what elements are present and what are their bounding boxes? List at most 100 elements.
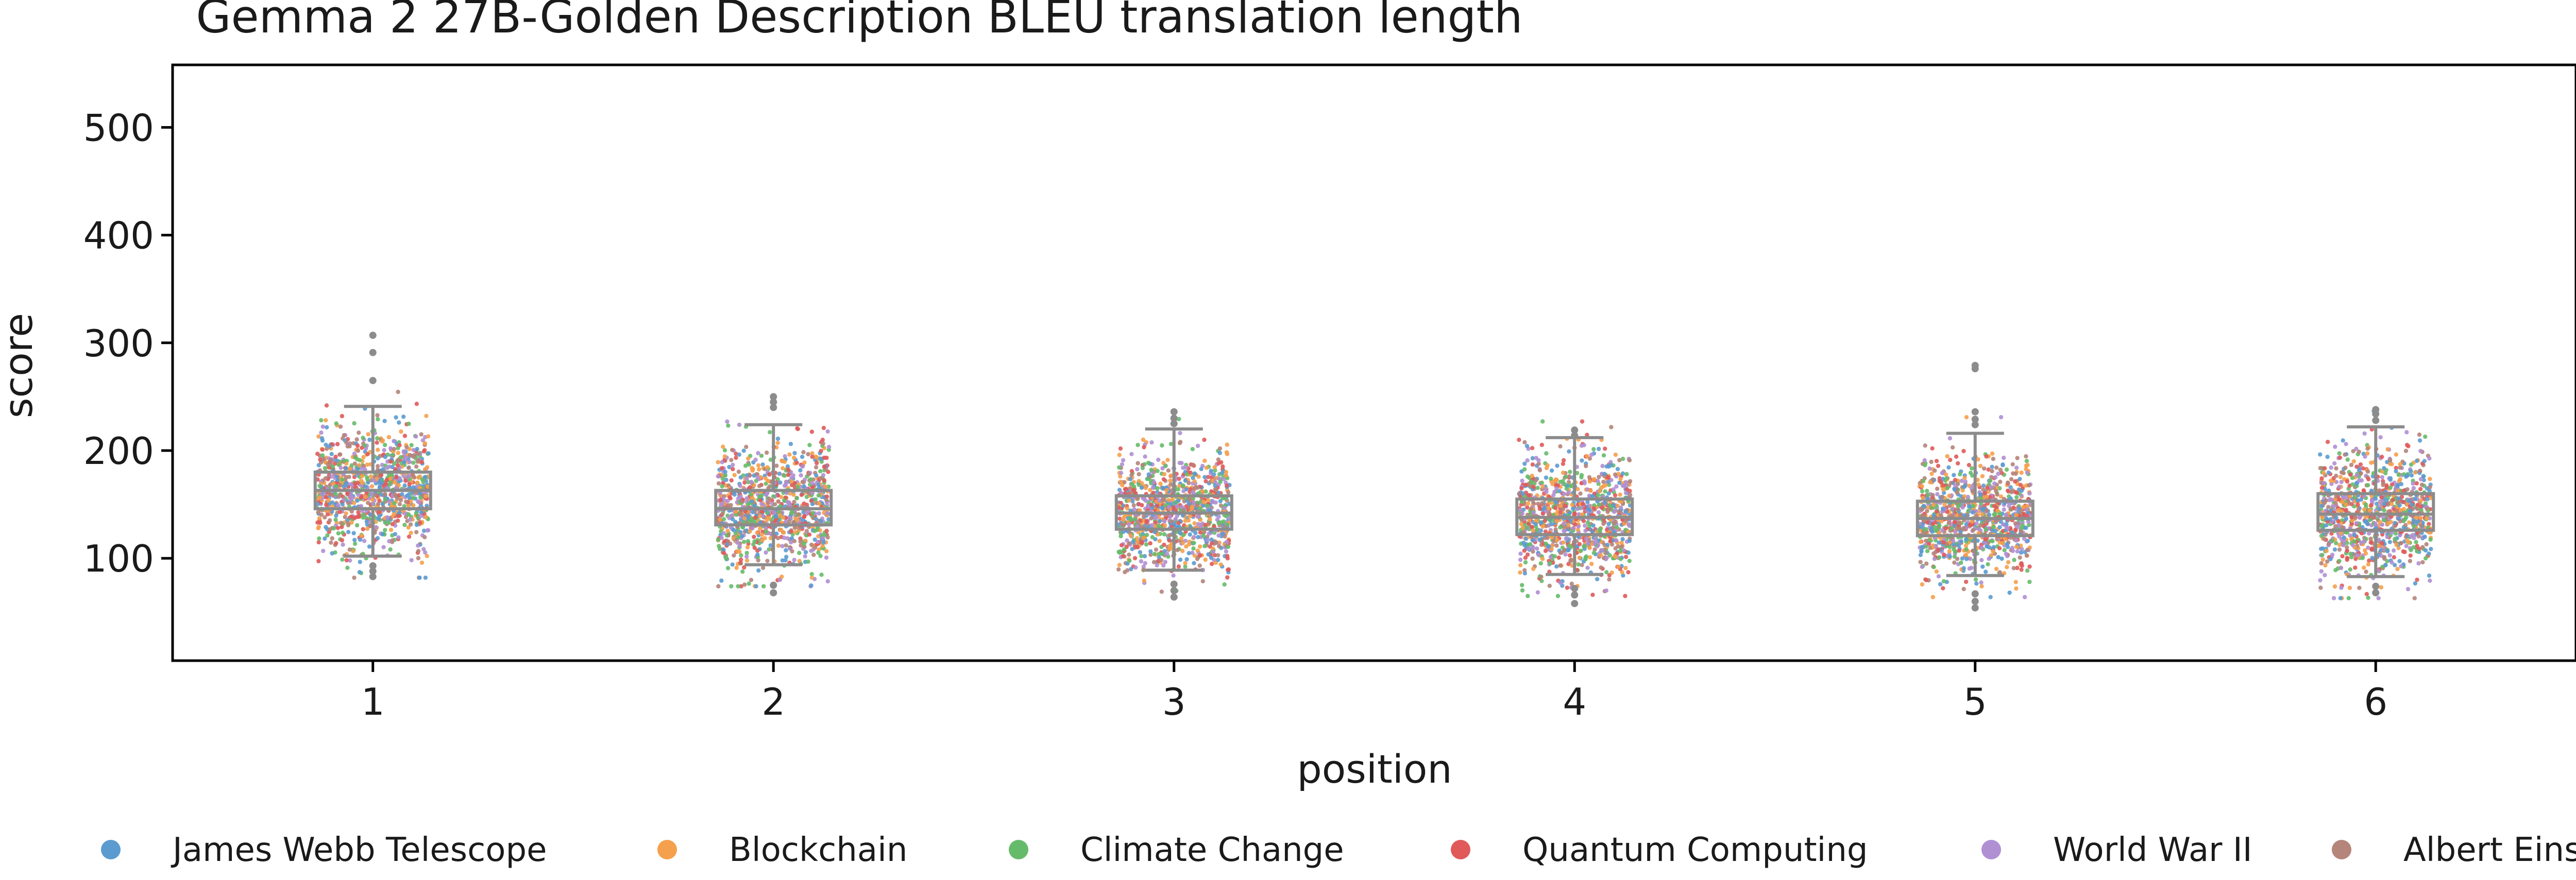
strip-point [1968, 471, 1973, 475]
strip-point [1530, 473, 1534, 478]
strip-point [751, 510, 755, 514]
strip-point [1523, 560, 1528, 565]
strip-point [1135, 544, 1140, 549]
strip-point [1213, 487, 1217, 492]
strip-point [345, 565, 350, 570]
strip-point [417, 575, 422, 580]
strip-point [375, 536, 380, 541]
strip-point [388, 459, 393, 464]
strip-point [1203, 523, 1208, 527]
strip-point [1120, 522, 1124, 527]
strip-point [2013, 580, 2018, 584]
strip-point [1568, 559, 1573, 564]
strip-point [1612, 509, 1617, 514]
strip-point [781, 466, 785, 471]
strip-point [390, 464, 395, 470]
strip-point [1990, 451, 1995, 456]
strip-point [1118, 549, 1123, 554]
strip-point [387, 482, 392, 487]
strip-point [1996, 555, 2001, 560]
strip-point [1931, 565, 1936, 570]
strip-point [1162, 472, 1167, 477]
strip-point [801, 510, 806, 514]
strip-point [1518, 563, 1523, 567]
strip-point [1624, 472, 1629, 476]
strip-point [817, 511, 821, 516]
strip-point [327, 491, 332, 496]
strip-point [400, 492, 404, 497]
strip-point [814, 454, 818, 459]
strip-point [752, 545, 757, 550]
strip-point [730, 562, 735, 567]
strip-point [1214, 540, 1218, 545]
strip-point [2008, 507, 2013, 512]
strip-point [331, 526, 336, 531]
strip-point [1118, 474, 1123, 479]
strip-point [1548, 555, 1553, 559]
strip-point [334, 474, 339, 479]
strip-point [816, 493, 821, 498]
strip-point [1129, 469, 1134, 474]
strip-point [1988, 595, 1993, 599]
strip-point [1522, 571, 1528, 576]
strip-point [352, 461, 357, 466]
strip-point [1539, 480, 1544, 485]
strip-point [417, 475, 421, 480]
strip-point [333, 461, 337, 466]
strip-point [1624, 487, 1630, 492]
strip-point [334, 541, 338, 546]
strip-point [1580, 512, 1584, 517]
strip-point [720, 511, 725, 516]
strip-point [1217, 451, 1222, 455]
strip-point [798, 539, 803, 544]
strip-point [717, 544, 721, 548]
strip-point [1155, 504, 1160, 508]
strip-point [422, 535, 427, 540]
strip-point [756, 558, 760, 563]
strip-point [1518, 570, 1522, 575]
strip-point [1976, 482, 1981, 487]
strip-point [1963, 579, 1969, 584]
strip-point [1137, 482, 1141, 487]
strip-point [424, 413, 429, 418]
strip-point [729, 458, 734, 462]
strip-point [1627, 511, 1632, 516]
strip-point [782, 459, 787, 464]
strip-point [1206, 521, 1211, 526]
strip-point [1545, 463, 1550, 468]
strip-point [1587, 524, 1591, 528]
strip-point [320, 453, 325, 458]
strip-point [1570, 503, 1574, 507]
strip-point [1535, 527, 1539, 532]
strip-point [1192, 534, 1196, 540]
strip-point [1536, 502, 1540, 506]
strip-point [1204, 479, 1208, 484]
strip-point [1558, 504, 1563, 508]
strip-point [1925, 509, 1929, 513]
strip-point [1129, 452, 1134, 456]
strip-point [744, 444, 749, 450]
strip-point [1195, 503, 1200, 508]
strip-point [795, 485, 800, 489]
strip-point [2027, 564, 2032, 569]
strip-point [1224, 549, 1229, 554]
strip-point [1170, 497, 1175, 502]
strip-point [1183, 478, 1188, 483]
strip-point [729, 478, 734, 483]
strip-point [1217, 446, 1223, 451]
strip-point [1922, 504, 1926, 508]
strip-point [824, 549, 829, 554]
strip-point [1125, 568, 1130, 573]
strip-point [1626, 529, 1631, 534]
strip-point [727, 464, 732, 470]
strip-point [347, 475, 351, 479]
strip-point [1934, 459, 1939, 463]
strip-point [2008, 485, 2013, 490]
strip-point [731, 462, 735, 467]
strip-point [2004, 525, 2009, 530]
strip-point [1121, 529, 1126, 534]
strip-point [404, 445, 409, 450]
strip-point [341, 542, 345, 547]
strip-point [1617, 480, 1622, 485]
strip-point [826, 444, 832, 450]
